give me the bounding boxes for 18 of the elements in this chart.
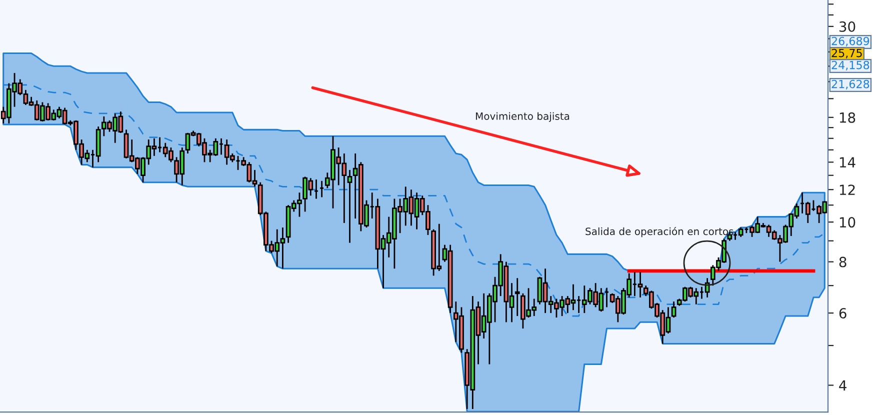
y-tick-label: 14 <box>840 157 856 168</box>
y-tick-label: 12 <box>840 184 855 195</box>
y-tick-label: 8 <box>839 256 846 268</box>
candlestick <box>347 169 352 244</box>
text: 21,628 <box>832 80 870 90</box>
annotation: Salida de operación en cortos <box>586 227 734 238</box>
y-tick-label: 10 <box>840 217 856 228</box>
y-tick-label: 6 <box>839 308 846 319</box>
candlestick <box>514 277 520 317</box>
text: 25,75 <box>832 48 862 58</box>
candlestick <box>671 300 676 318</box>
y-tick-label: 30 <box>839 21 856 32</box>
annotation: Movimiento bajista <box>476 112 570 122</box>
line-series <box>2 84 826 317</box>
text: 26,689 <box>832 36 870 46</box>
y-tick-label: 18 <box>840 112 856 123</box>
y-tick-label: 4 <box>839 380 846 391</box>
text: 24,158 <box>832 60 870 70</box>
